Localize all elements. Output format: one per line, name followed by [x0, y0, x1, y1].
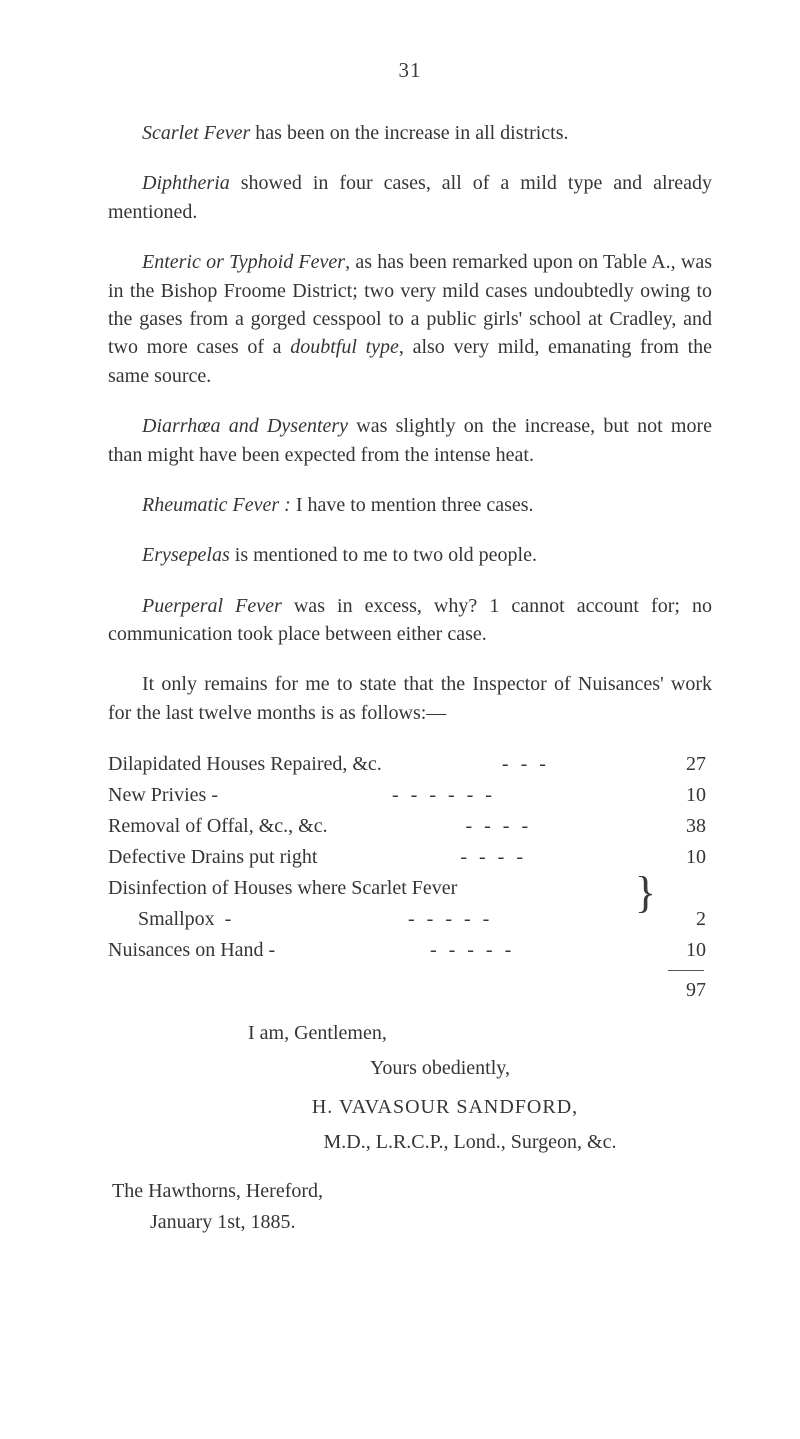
list-item: Defective Drains put right ---- 10 [108, 842, 712, 873]
list-label: Removal of Offal, &c., &c. [108, 811, 328, 842]
list-label: Defective Drains put right [108, 842, 317, 873]
brace-icon: } [635, 871, 656, 915]
text: I have to mention three cases. [291, 494, 534, 516]
paragraph-enteric: Enteric or Typhoid Fever, as has been re… [108, 248, 712, 390]
term-scarlet-fever: Scarlet Fever [142, 122, 250, 144]
list-label: Disinfection of Houses where Scarlet Fev… [108, 873, 457, 904]
list-label: Dilapidated Houses Repaired, &c. [108, 749, 382, 780]
list-leader: ----- [275, 935, 668, 966]
term-diarrhoea: Diarrhœa and Dysentery [142, 415, 348, 437]
list-value: 10 [668, 935, 712, 966]
list-item: Dilapidated Houses Repaired, &c. --- 27 [108, 749, 712, 780]
list-leader: --- [382, 749, 668, 780]
list-item: Disinfection of Houses where Scarlet Fev… [108, 873, 712, 904]
document-page: 31 Scarlet Fever has been on the increas… [0, 0, 800, 1298]
paragraph-diarrhoea: Diarrhœa and Dysentery was slightly on t… [108, 412, 712, 469]
nuisance-list: Dilapidated Houses Repaired, &c. --- 27 … [108, 749, 712, 1006]
paragraph-diphtheria: Diphtheria showed in four cases, all of … [108, 169, 712, 226]
list-label: Nuisances on Hand - [108, 935, 275, 966]
list-item: New Privies - ------ 10 [108, 780, 712, 811]
list-value: 10 [668, 842, 712, 873]
term-doubtful-type: doubtful type [290, 336, 399, 358]
closing-salutation: I am, Gentlemen, [108, 1018, 712, 1049]
list-item: Removal of Offal, &c., &c. ---- 38 [108, 811, 712, 842]
signature-credentials: M.D., L.R.C.P., Lond., Surgeon, &c. [228, 1127, 712, 1158]
term-erysepelas: Erysepelas [142, 544, 230, 566]
address-line-2: January 1st, 1885. [150, 1207, 712, 1238]
closing-valediction: Yours obediently, [168, 1053, 712, 1084]
signature-name: H. VAVASOUR SANDFORD, [178, 1092, 712, 1123]
closing-block: I am, Gentlemen, Yours obediently, H. VA… [108, 1018, 712, 1238]
list-total: 97 [108, 975, 712, 1006]
address-line-1: The Hawthorns, Hereford, [112, 1176, 712, 1207]
paragraph-puerperal: Puerperal Fever was in excess, why? 1 ca… [108, 592, 712, 649]
list-item: Nuisances on Hand - ----- 10 [108, 935, 712, 966]
list-leader: ---- [328, 811, 668, 842]
term-puerperal: Puerperal Fever [142, 595, 282, 617]
text: has been on the increase in all district… [250, 122, 568, 144]
term-diphtheria: Diphtheria [142, 172, 230, 194]
term-rheumatic: Rheumatic Fever : [142, 494, 291, 516]
total-rule [108, 966, 712, 975]
list-label: New Privies - [108, 780, 218, 811]
paragraph-rheumatic: Rheumatic Fever : I have to mention thre… [108, 491, 712, 519]
list-value: 2 [668, 904, 712, 935]
list-leader: ------ [218, 780, 668, 811]
paragraph-erysepelas: Erysepelas is mentioned to me to two old… [108, 541, 712, 569]
list-value: 38 [668, 811, 712, 842]
list-value: 27 [668, 749, 712, 780]
paragraph-inspector: It only remains for me to state that the… [108, 670, 712, 727]
page-number: 31 [108, 58, 712, 83]
list-label: Smallpox - [108, 904, 231, 935]
list-leader: ---- [317, 842, 668, 873]
list-item: Smallpox - ----- 2 [108, 904, 712, 935]
list-value: 10 [668, 780, 712, 811]
text: is mentioned to me to two old people. [230, 544, 537, 566]
total-value: 97 [668, 975, 712, 1006]
paragraph-scarlet-fever: Scarlet Fever has been on the increase i… [108, 119, 712, 147]
list-leader: ----- [231, 904, 668, 935]
term-enteric: Enteric or Typhoid Fever [142, 251, 345, 273]
